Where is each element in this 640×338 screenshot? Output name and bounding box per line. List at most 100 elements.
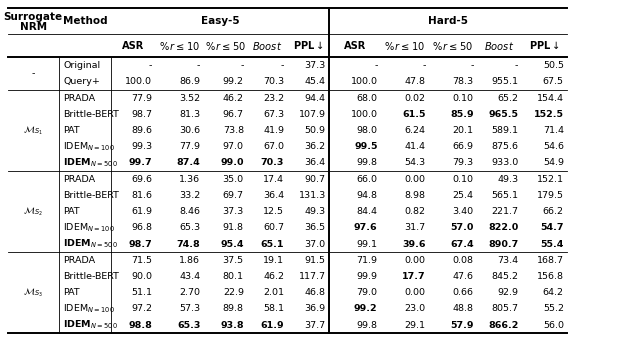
Text: 99.0: 99.0 (220, 159, 244, 167)
Text: 54.9: 54.9 (543, 159, 564, 167)
Text: 36.4: 36.4 (305, 159, 326, 167)
Text: IDEM$_{N=500}$: IDEM$_{N=500}$ (63, 238, 118, 250)
Text: 68.0: 68.0 (356, 94, 378, 102)
Text: 35.0: 35.0 (223, 175, 244, 184)
Text: 2.01: 2.01 (263, 288, 284, 297)
Text: -: - (470, 61, 474, 70)
Text: 57.3: 57.3 (179, 305, 200, 313)
Text: -: - (241, 61, 244, 70)
Text: Brittle-BERT: Brittle-BERT (63, 191, 119, 200)
Text: 67.5: 67.5 (543, 77, 564, 86)
Text: 71.9: 71.9 (356, 256, 378, 265)
Text: 94.4: 94.4 (305, 94, 326, 102)
Text: 70.3: 70.3 (263, 77, 284, 86)
Text: 875.6: 875.6 (492, 142, 518, 151)
Text: 845.2: 845.2 (492, 272, 518, 281)
Text: Easy-5: Easy-5 (201, 16, 239, 26)
Text: 78.3: 78.3 (452, 77, 474, 86)
Text: 86.9: 86.9 (179, 77, 200, 86)
Text: 6.24: 6.24 (404, 126, 426, 135)
Text: 65.3: 65.3 (179, 223, 200, 232)
Text: 46.8: 46.8 (305, 288, 326, 297)
Text: 54.6: 54.6 (543, 142, 564, 151)
Text: 17.4: 17.4 (263, 175, 284, 184)
Text: 97.2: 97.2 (131, 305, 152, 313)
Text: 54.7: 54.7 (540, 223, 564, 232)
Text: 12.5: 12.5 (263, 207, 284, 216)
Text: 866.2: 866.2 (488, 321, 518, 330)
Text: 74.8: 74.8 (177, 240, 200, 248)
Text: $\mathcal{M}_{S_2}$: $\mathcal{M}_{S_2}$ (23, 205, 44, 218)
Text: 47.6: 47.6 (452, 272, 474, 281)
Text: 98.8: 98.8 (129, 321, 152, 330)
Text: $\%\,r\leq10$: $\%\,r\leq10$ (159, 40, 200, 52)
Text: 87.4: 87.4 (177, 159, 200, 167)
Text: 79.0: 79.0 (356, 288, 378, 297)
Text: 0.10: 0.10 (452, 175, 474, 184)
Text: IDEM$_{N=100}$: IDEM$_{N=100}$ (63, 222, 115, 234)
Text: 50.9: 50.9 (305, 126, 326, 135)
Text: 890.7: 890.7 (488, 240, 518, 248)
Text: 61.5: 61.5 (402, 110, 426, 119)
Text: 56.0: 56.0 (543, 321, 564, 330)
Text: 179.5: 179.5 (537, 191, 564, 200)
Text: 70.3: 70.3 (260, 159, 284, 167)
Text: 23.2: 23.2 (263, 94, 284, 102)
Text: PAT: PAT (63, 126, 80, 135)
Text: PPL$\downarrow$: PPL$\downarrow$ (529, 40, 560, 51)
Text: 91.8: 91.8 (223, 223, 244, 232)
Text: PPL$\downarrow$: PPL$\downarrow$ (292, 40, 324, 51)
Text: IDEM$_{N=500}$: IDEM$_{N=500}$ (63, 157, 118, 169)
Text: 99.2: 99.2 (223, 77, 244, 86)
Text: 0.00: 0.00 (404, 256, 426, 265)
Text: 65.3: 65.3 (177, 321, 200, 330)
Text: 20.1: 20.1 (452, 126, 474, 135)
Text: 99.2: 99.2 (354, 305, 378, 313)
Text: 69.6: 69.6 (131, 175, 152, 184)
Text: 99.1: 99.1 (356, 240, 378, 248)
Text: PRADA: PRADA (63, 256, 95, 265)
Text: 31.7: 31.7 (404, 223, 426, 232)
Text: 77.9: 77.9 (179, 142, 200, 151)
Text: 36.5: 36.5 (305, 223, 326, 232)
Text: Surrogate: Surrogate (4, 12, 63, 22)
Text: 100.0: 100.0 (351, 77, 378, 86)
Text: 50.5: 50.5 (543, 61, 564, 70)
Text: 90.7: 90.7 (305, 175, 326, 184)
Text: IDEM$_{N=100}$: IDEM$_{N=100}$ (63, 141, 115, 153)
Text: 55.4: 55.4 (540, 240, 564, 248)
Text: 0.82: 0.82 (404, 207, 426, 216)
Text: 36.4: 36.4 (263, 191, 284, 200)
Text: 1.36: 1.36 (179, 175, 200, 184)
Text: 77.9: 77.9 (131, 94, 152, 102)
Text: -: - (374, 61, 378, 70)
Text: 22.9: 22.9 (223, 288, 244, 297)
Text: $Boost$: $Boost$ (252, 40, 282, 52)
Text: 96.7: 96.7 (223, 110, 244, 119)
Text: Brittle-BERT: Brittle-BERT (63, 110, 119, 119)
Text: 96.8: 96.8 (131, 223, 152, 232)
Text: 565.1: 565.1 (492, 191, 518, 200)
Text: 49.3: 49.3 (497, 175, 518, 184)
Text: 3.40: 3.40 (452, 207, 474, 216)
Text: 66.9: 66.9 (452, 142, 474, 151)
Text: 152.5: 152.5 (534, 110, 564, 119)
Text: 89.8: 89.8 (223, 305, 244, 313)
Text: 8.46: 8.46 (179, 207, 200, 216)
Text: 33.2: 33.2 (179, 191, 200, 200)
Text: 81.6: 81.6 (131, 191, 152, 200)
Text: 67.4: 67.4 (450, 240, 474, 248)
Text: 71.5: 71.5 (131, 256, 152, 265)
Text: -: - (149, 61, 152, 70)
Text: 0.10: 0.10 (452, 94, 474, 102)
Text: 131.3: 131.3 (298, 191, 326, 200)
Text: 85.9: 85.9 (450, 110, 474, 119)
Text: 97.6: 97.6 (354, 223, 378, 232)
Text: PRADA: PRADA (63, 175, 95, 184)
Text: Original: Original (63, 61, 100, 70)
Text: ASR: ASR (344, 41, 366, 51)
Text: 61.9: 61.9 (260, 321, 284, 330)
Text: 3.52: 3.52 (179, 94, 200, 102)
Text: 8.98: 8.98 (404, 191, 426, 200)
Text: 54.3: 54.3 (404, 159, 426, 167)
